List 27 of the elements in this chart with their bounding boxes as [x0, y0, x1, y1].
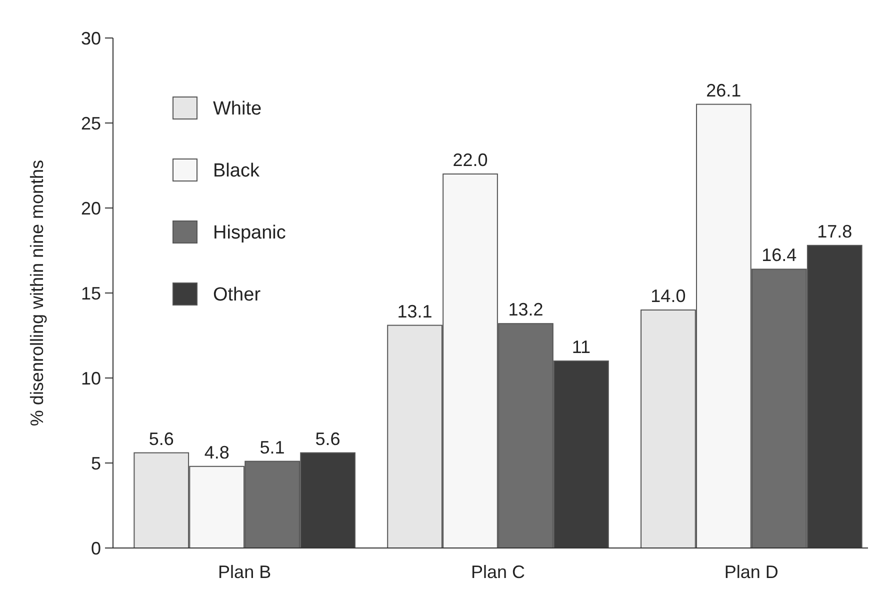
legend-label: White: [213, 98, 262, 120]
data-label: 16.4: [762, 245, 797, 266]
legend-label: Hispanic: [213, 222, 286, 244]
x-tick-label: Plan B: [218, 562, 272, 582]
y-tick-label: 0: [90, 538, 101, 558]
y-tick-label: 25: [80, 113, 101, 134]
y-axis-title: % disenrolling within nine months: [27, 160, 47, 426]
legend-label: Black: [213, 160, 260, 182]
data-label: 22.0: [452, 150, 488, 170]
y-tick-label: 30: [80, 28, 101, 48]
data-label: 26.1: [706, 80, 742, 100]
data-label: 11: [572, 337, 591, 357]
y-tick-label: 15: [80, 283, 101, 304]
y-tick-label: 20: [80, 198, 101, 218]
y-tick-label: 10: [80, 368, 101, 388]
data-label: 13.2: [508, 300, 544, 320]
x-tick-label: Plan C: [470, 562, 526, 582]
x-tick-label: Plan D: [724, 562, 778, 582]
data-label: 5.6: [148, 428, 174, 449]
legend-label: Other: [213, 284, 262, 306]
data-label: 4.8: [204, 442, 230, 462]
data-label: 17.8: [817, 221, 852, 242]
data-label: 5.1: [260, 437, 285, 458]
data-label: 5.6: [315, 428, 340, 449]
data-label: 13.1: [397, 301, 432, 322]
y-tick-label: 5: [90, 453, 101, 474]
data-label: 14.0: [650, 286, 686, 306]
